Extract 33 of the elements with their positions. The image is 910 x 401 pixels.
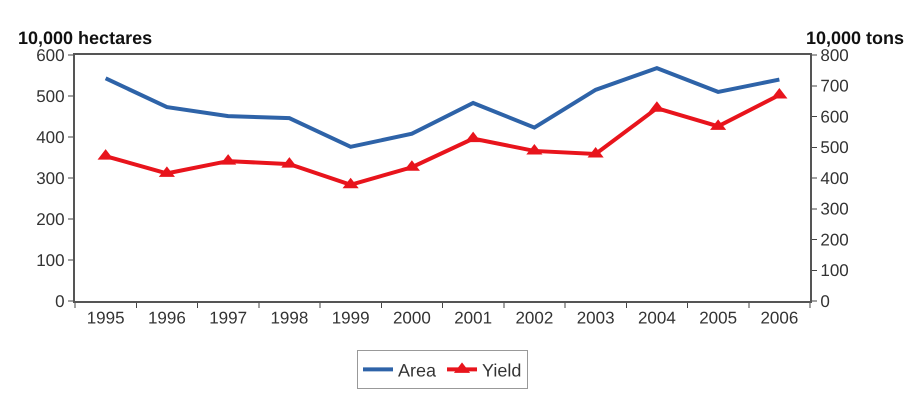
y-tick-label: 300	[36, 168, 65, 188]
x-tick-label: 2004	[638, 308, 676, 328]
x-tick-label: 2005	[699, 308, 738, 328]
legend-label: Area	[398, 360, 438, 380]
y2-tick-label: 700	[820, 76, 849, 96]
y-axis-title: 10,000 hectares	[18, 28, 152, 48]
y2-tick-label: 400	[820, 168, 849, 188]
y2-tick-label: 300	[820, 200, 849, 219]
x-tick-label: 1997	[209, 308, 248, 328]
y2-tick-label: 500	[820, 138, 849, 158]
x-tick-label: 2000	[392, 308, 431, 328]
y2-tick-label: 100	[820, 261, 849, 280]
x-tick-label: 2002	[515, 308, 554, 328]
y-tick-label: 500	[36, 86, 65, 106]
y2-tick-label: 600	[820, 107, 849, 126]
y-tick-label: 100	[36, 250, 65, 270]
y2-axis-title: 10,000 tons	[806, 28, 904, 48]
x-tick-label: 1998	[270, 308, 308, 328]
x-tick-label: 2001	[454, 308, 492, 328]
x-tick-label: 2003	[576, 308, 615, 328]
y2-tick-label: 200	[820, 230, 849, 250]
y2-tick-label: 0	[820, 292, 830, 311]
y-tick-label: 0	[55, 292, 65, 311]
legend-label: Yield	[482, 360, 522, 380]
x-tick-label: 1996	[148, 308, 186, 328]
y-tick-label: 600	[36, 46, 65, 65]
x-tick-label: 2006	[760, 308, 798, 328]
x-tick-label: 1999	[332, 308, 370, 328]
y-tick-label: 400	[36, 128, 65, 147]
y-tick-label: 200	[36, 210, 65, 229]
line-series	[104, 66, 782, 149]
y2-tick-label: 800	[820, 46, 849, 65]
x-tick-label: 1995	[86, 308, 125, 328]
